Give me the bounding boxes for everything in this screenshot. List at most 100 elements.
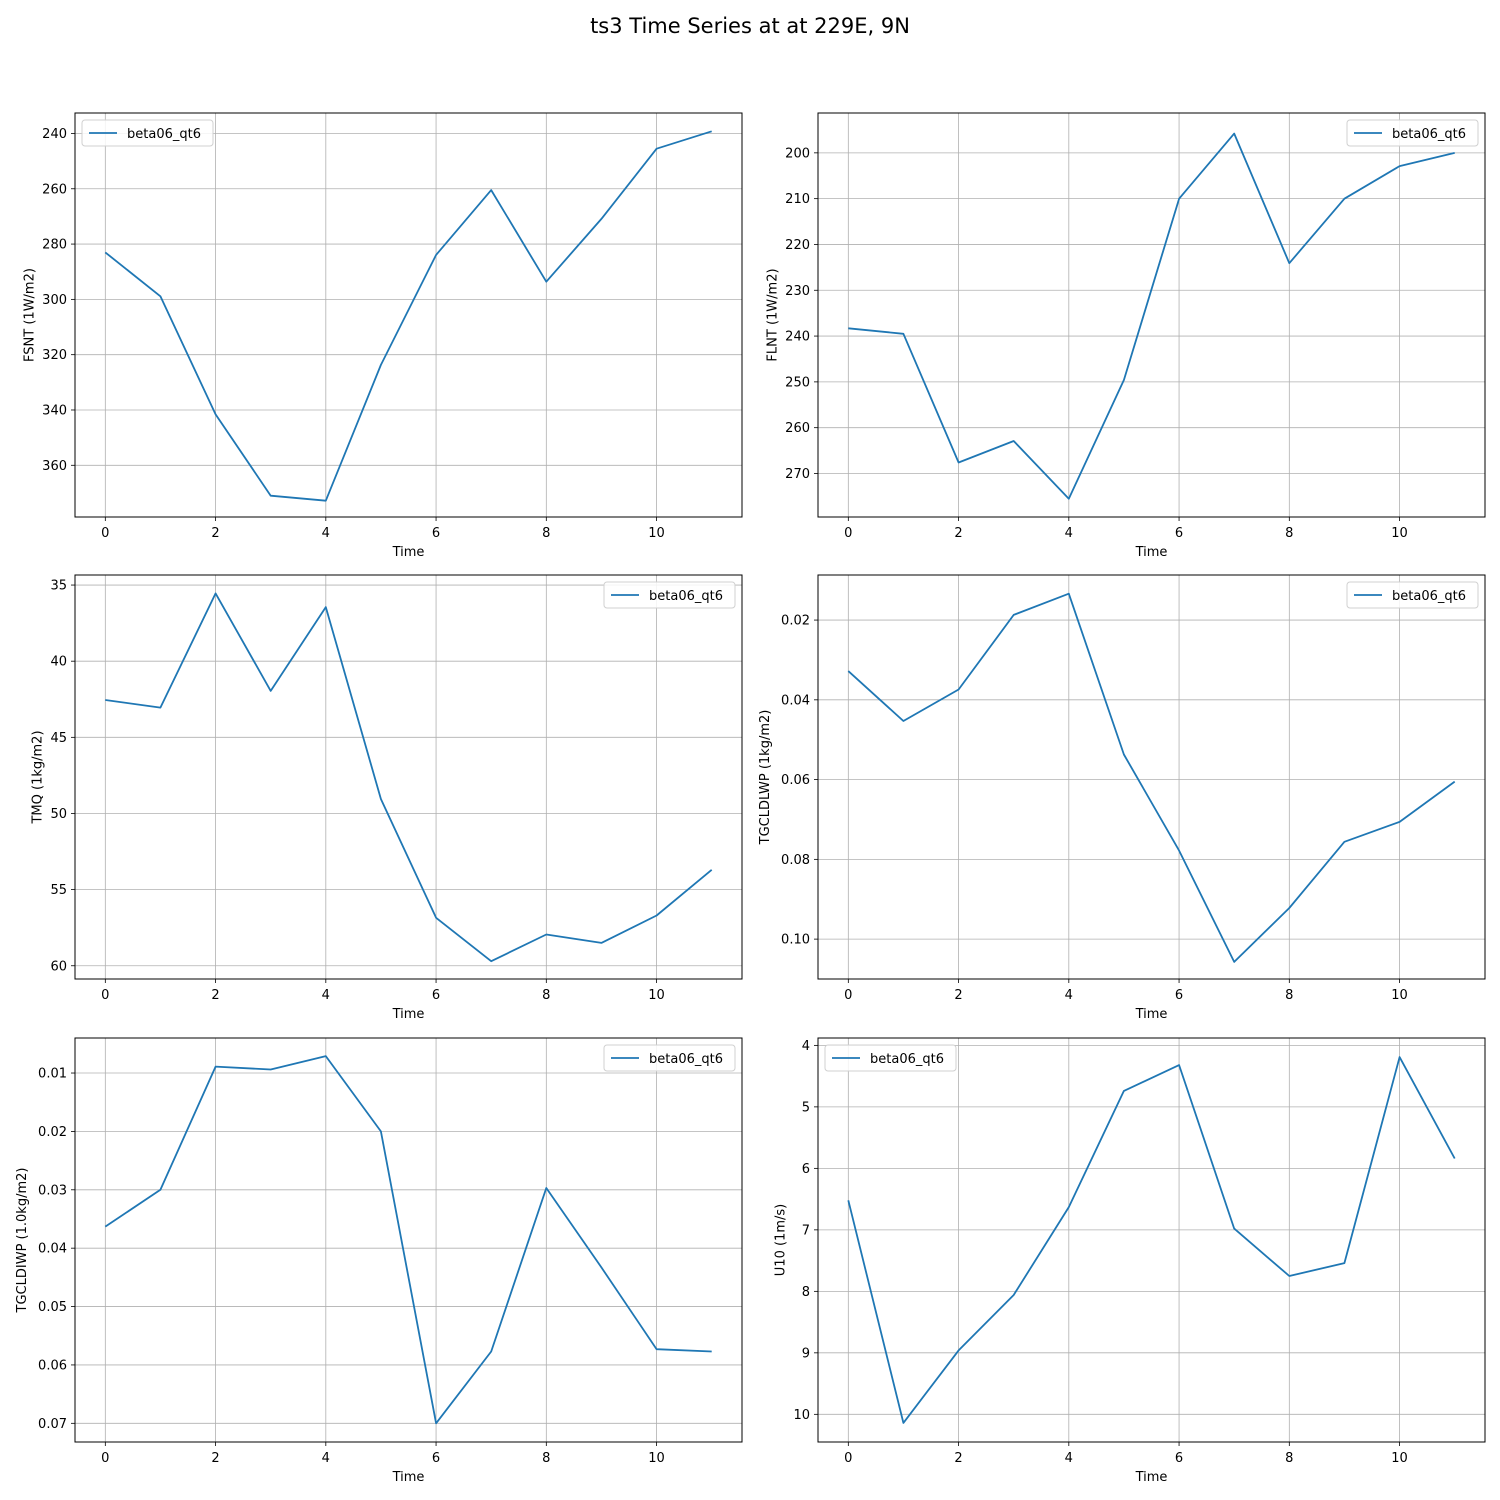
x-axis-label: Time bbox=[392, 545, 425, 560]
series-line bbox=[848, 132, 1455, 500]
legend-label: beta06_qt6 bbox=[649, 1052, 723, 1067]
x-tick-label: 4 bbox=[322, 526, 330, 541]
y-tick-label: 270 bbox=[785, 467, 810, 482]
y-tick-label: 0.10 bbox=[781, 933, 810, 948]
axes-frame bbox=[817, 574, 1486, 980]
y-tick-label: 40 bbox=[50, 655, 67, 670]
y-tick-label: 280 bbox=[42, 238, 67, 253]
y-tick-label: 360 bbox=[42, 459, 67, 474]
x-tick-label: 8 bbox=[1285, 1451, 1293, 1466]
y-axis-label: FLNT (1W/m2) bbox=[766, 268, 781, 361]
y-tick-label: 7 bbox=[802, 1223, 810, 1238]
subplot-6: 0 2 4 6 8 10 4 5 6 7 8 9 10 Time U10 (1m/s) beta06_qt6 bbox=[773, 1037, 1486, 1485]
x-tick-label: 8 bbox=[1285, 526, 1293, 541]
y-tick-label: 55 bbox=[50, 883, 67, 898]
legend-frame bbox=[1346, 581, 1479, 609]
legend-label: beta06_qt6 bbox=[1392, 127, 1466, 142]
subplot-5: 0 2 4 6 8 10 0.01 0.02 0.03 0.04 0.05 0.06 0.07 Time T… bbox=[15, 1037, 743, 1485]
x-tick-label: 0 bbox=[101, 1451, 109, 1466]
series-line bbox=[847, 592, 1456, 963]
x-tick-label: 6 bbox=[1175, 1451, 1183, 1466]
x-tick-label: 2 bbox=[211, 988, 219, 1003]
x-tick-label: 6 bbox=[432, 988, 440, 1003]
x-tick-label: 0 bbox=[844, 988, 852, 1003]
legend: beta06_qt6 bbox=[603, 1044, 736, 1072]
x-tick-label: 8 bbox=[542, 988, 550, 1003]
y-tick-label: 0.01 bbox=[38, 1067, 67, 1082]
x-axis-label: Time bbox=[1135, 545, 1168, 560]
y-tick-label: 300 bbox=[42, 293, 67, 308]
y-tick-label: 220 bbox=[785, 238, 810, 253]
axes-frame bbox=[74, 1037, 743, 1443]
subplot-1: 0 2 4 6 8 10 240 260 280 300 320 340 360 Time FSNT (1W… bbox=[23, 112, 743, 560]
series-line bbox=[847, 1056, 1456, 1424]
y-tick-label: 0.02 bbox=[38, 1125, 67, 1140]
x-tick-label: 2 bbox=[954, 526, 962, 541]
y-tick-label: 0.03 bbox=[38, 1183, 67, 1198]
series-line bbox=[105, 592, 713, 963]
legend: beta06_qt6 bbox=[1346, 581, 1479, 609]
legend: beta06_qt6 bbox=[1346, 119, 1479, 147]
y-tick-label: 240 bbox=[42, 127, 67, 142]
axes-frame bbox=[817, 112, 1486, 518]
subplot-4: 0 2 4 6 8 10 0.02 0.04 0.06 0.08 0.10 Time TGCLDLWP … bbox=[758, 574, 1486, 1022]
y-tick-label: 45 bbox=[50, 731, 67, 746]
x-tick-label: 6 bbox=[432, 1451, 440, 1466]
y-tick-label: 35 bbox=[50, 579, 67, 594]
x-tick-label: 10 bbox=[1391, 988, 1408, 1003]
y-tick-label: 200 bbox=[785, 146, 810, 161]
y-tick-label: 8 bbox=[802, 1285, 810, 1300]
x-tick-label: 2 bbox=[211, 1451, 219, 1466]
x-tick-label: 4 bbox=[1065, 1451, 1073, 1466]
axes-frame bbox=[74, 574, 743, 980]
x-axis-label: Time bbox=[1135, 1470, 1168, 1485]
y-tick-label: 0.04 bbox=[38, 1242, 67, 1257]
x-tick-label: 2 bbox=[211, 526, 219, 541]
x-tick-label: 2 bbox=[954, 1451, 962, 1466]
y-tick-label: 250 bbox=[785, 375, 810, 390]
x-axis-label: Time bbox=[1135, 1007, 1168, 1022]
legend-label: beta06_qt6 bbox=[1392, 589, 1466, 604]
y-tick-label: 240 bbox=[785, 330, 810, 345]
y-tick-label: 210 bbox=[785, 192, 810, 207]
legend: beta06_qt6 bbox=[603, 581, 736, 609]
x-tick-label: 6 bbox=[1175, 526, 1183, 541]
y-tick-label: 320 bbox=[42, 348, 67, 363]
legend: beta06_qt6 bbox=[81, 119, 214, 147]
y-axis-label: TGCLDIWP (1.0kg/m2) bbox=[15, 1168, 30, 1314]
legend-frame bbox=[603, 581, 736, 609]
y-tick-label: 5 bbox=[802, 1100, 810, 1115]
x-tick-label: 6 bbox=[1175, 988, 1183, 1003]
x-tick-label: 10 bbox=[648, 988, 665, 1003]
axes-frame bbox=[74, 112, 743, 518]
x-tick-label: 8 bbox=[542, 1451, 550, 1466]
legend: beta06_qt6 bbox=[824, 1044, 957, 1072]
legend-label: beta06_qt6 bbox=[127, 127, 201, 142]
y-tick-label: 0.04 bbox=[781, 693, 810, 708]
series-line bbox=[104, 130, 712, 502]
y-tick-label: 4 bbox=[802, 1039, 810, 1054]
y-axis-label: FSNT (1W/m2) bbox=[23, 268, 38, 362]
x-tick-label: 2 bbox=[954, 988, 962, 1003]
y-tick-label: 0.06 bbox=[38, 1358, 67, 1373]
x-tick-label: 4 bbox=[322, 1451, 330, 1466]
y-tick-label: 0.08 bbox=[781, 853, 810, 868]
x-tick-label: 10 bbox=[648, 526, 665, 541]
y-tick-label: 10 bbox=[793, 1408, 810, 1423]
subplot-2: 0 2 4 6 8 10 200 210 220 230 240 250 260 270 Time FLNT … bbox=[766, 112, 1486, 560]
legend-label: beta06_qt6 bbox=[870, 1052, 944, 1067]
subplot-3: 0 2 4 6 8 10 35 40 45 50 55 60 Time TMQ (1kg/m2) beta0… bbox=[30, 574, 743, 1022]
axes-frame bbox=[817, 1037, 1486, 1443]
x-axis-label: Time bbox=[392, 1007, 425, 1022]
y-tick-label: 9 bbox=[802, 1346, 810, 1361]
x-tick-label: 10 bbox=[648, 1451, 665, 1466]
x-tick-label: 4 bbox=[322, 988, 330, 1003]
x-tick-label: 10 bbox=[1391, 526, 1408, 541]
x-tick-label: 4 bbox=[1065, 526, 1073, 541]
y-tick-label: 60 bbox=[50, 959, 67, 974]
y-tick-label: 260 bbox=[42, 182, 67, 197]
y-tick-label: 230 bbox=[785, 284, 810, 299]
y-tick-label: 260 bbox=[785, 421, 810, 436]
y-tick-label: 0.07 bbox=[38, 1417, 67, 1432]
legend-frame bbox=[1346, 119, 1479, 147]
